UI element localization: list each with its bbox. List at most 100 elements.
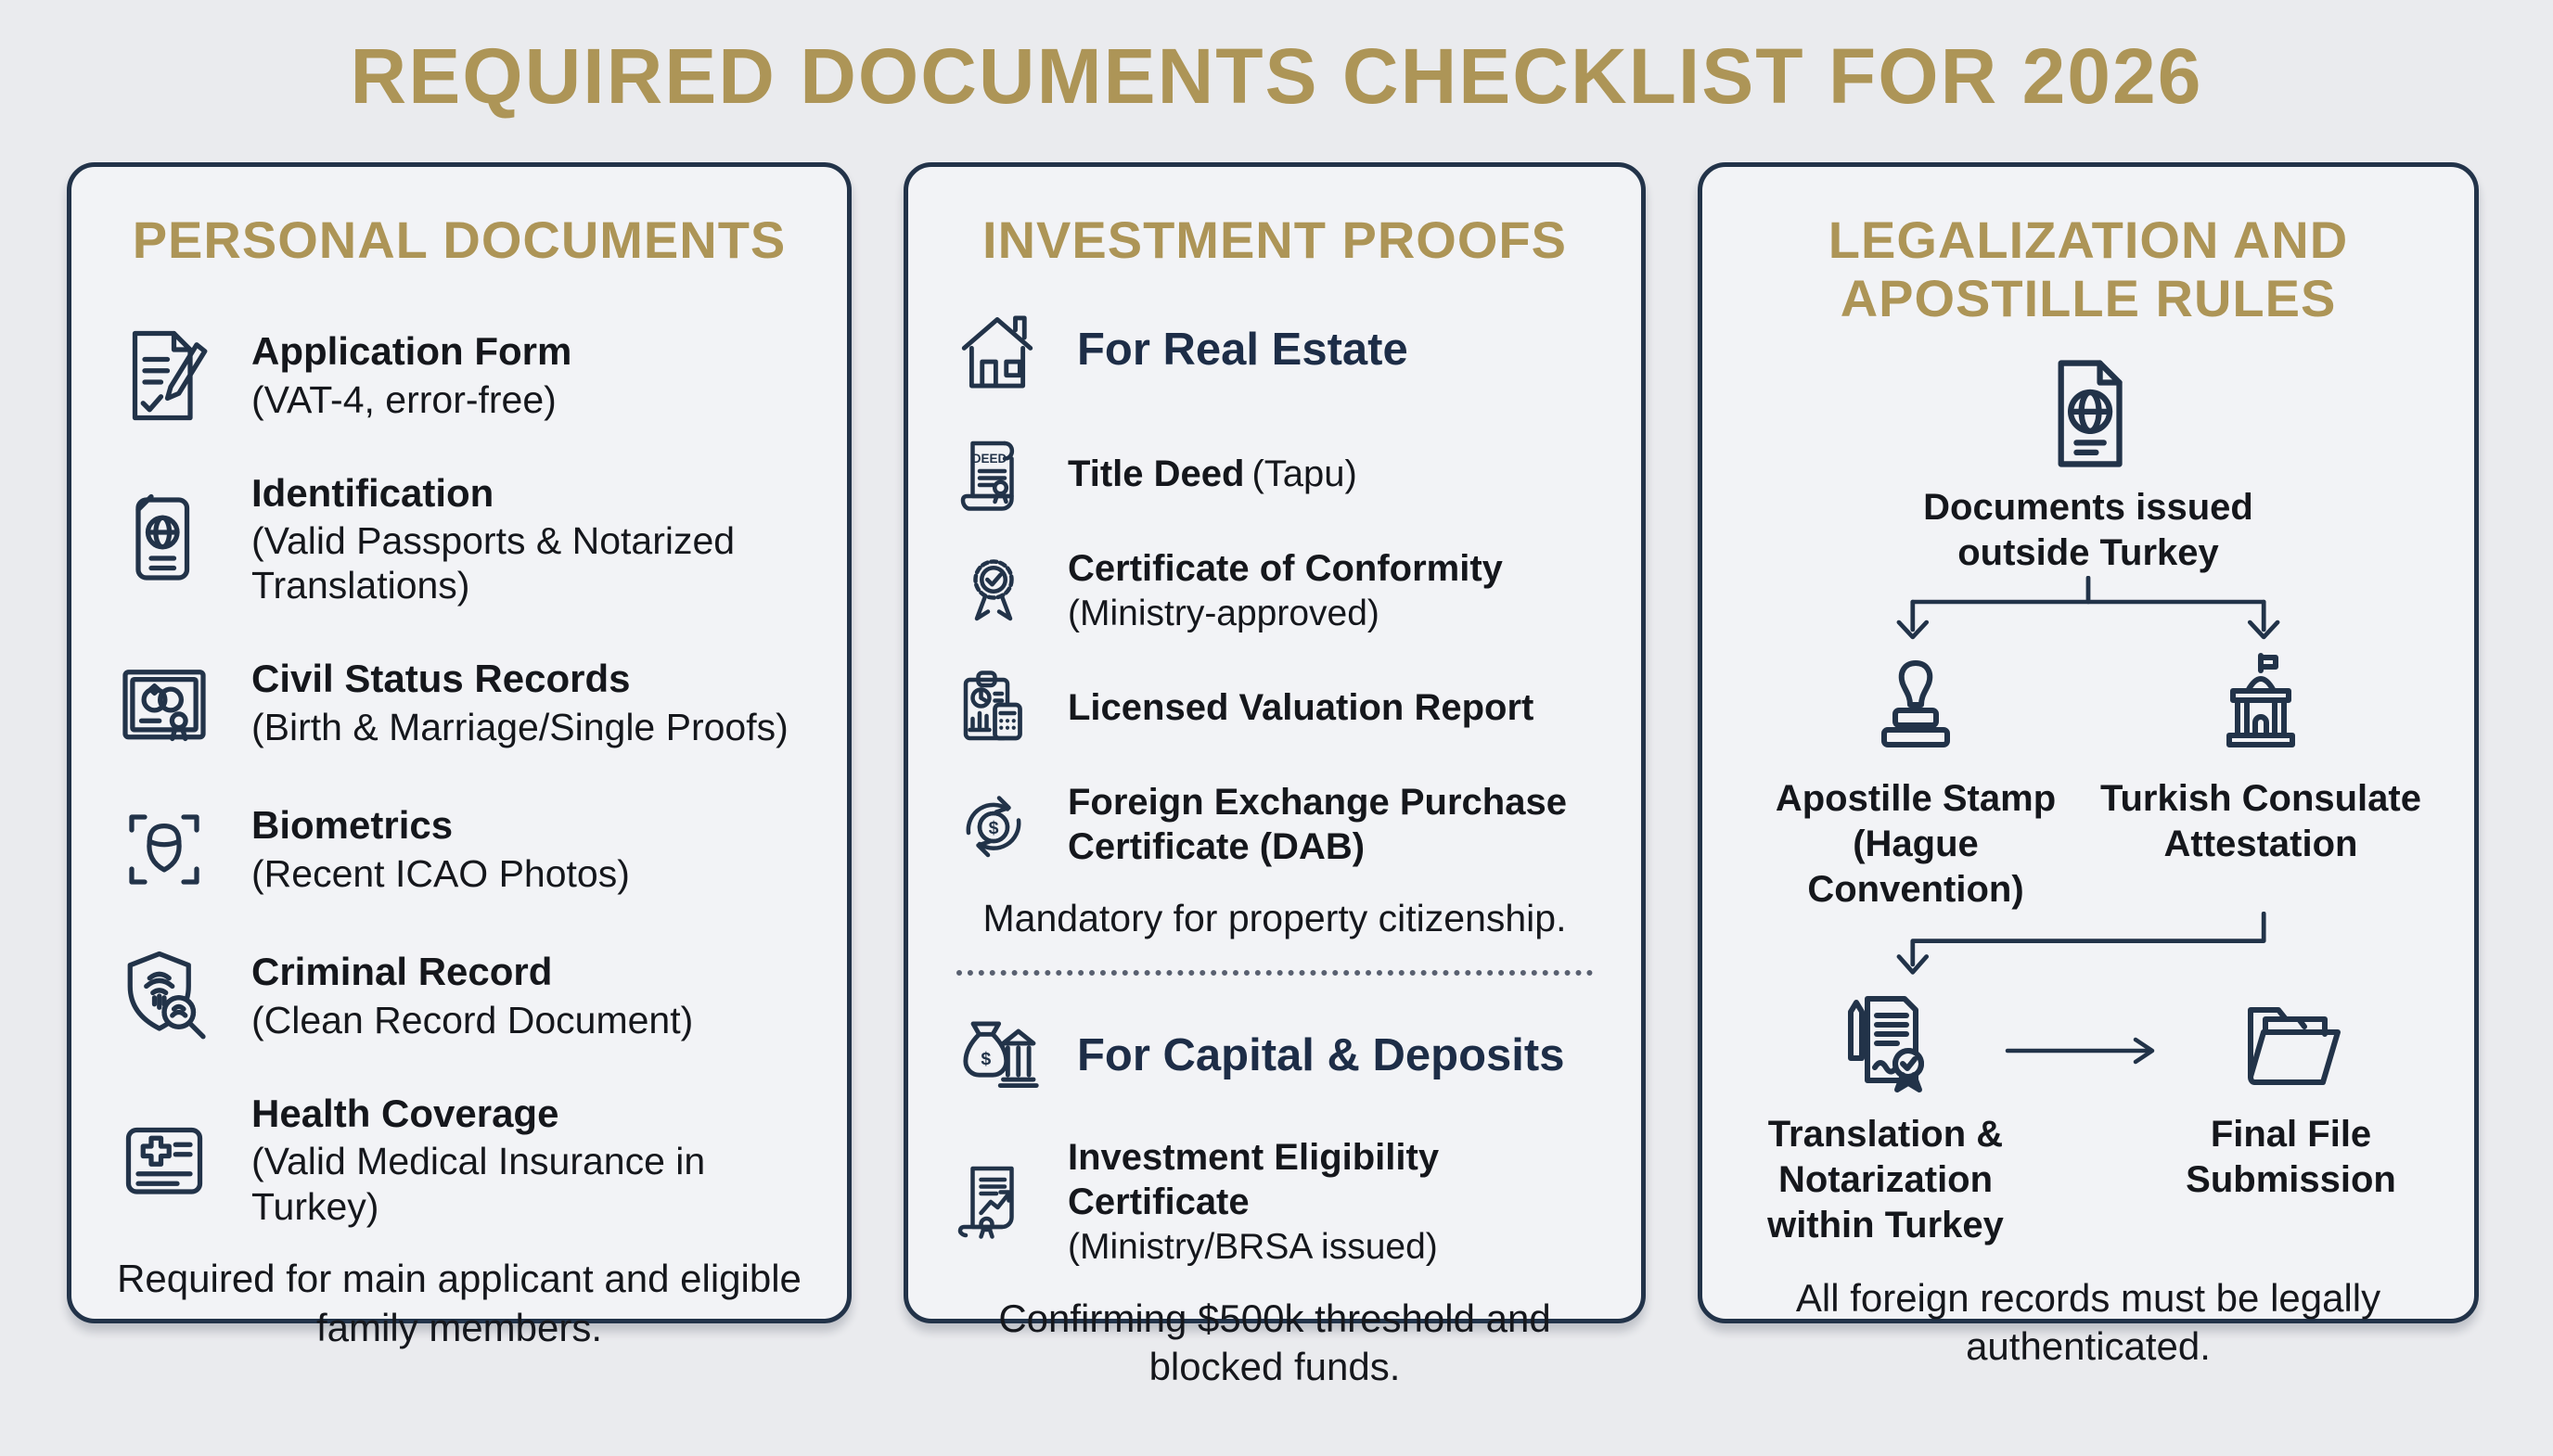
section-title: For Real Estate [1077,324,1408,375]
flow-final-row: Translation & Notarization within Turkey [1743,984,2433,1247]
item-title: Application Form [251,329,572,374]
item-text: Health Coverage (Valid Medical Insurance… [251,1091,806,1229]
panel-personal-documents: PERSONAL DOCUMENTS Application Form [67,162,852,1349]
apostille-stamp-icon [1856,648,1975,767]
consulate-icon [2201,648,2320,767]
page-title: REQUIRED DOCUMENTS CHECKLIST FOR 2026 [350,32,2203,120]
document-globe-icon [2026,351,2150,476]
flow-node-documents-outside: Documents issued outside Turkey [1912,351,2264,576]
panel-legalization-apostille: LEGALIZATION AND APOSTILLE RULES D [1698,162,2479,1368]
list-item-valuation: Licensed Valuation Report [949,663,1600,752]
item-subtitle: (Recent ICAO Photos) [251,851,630,895]
valuation-icon [949,663,1038,752]
flow-elbow-connector [1896,912,2266,976]
list-item-conformity: Certificate of Conformity (Ministry-appr… [949,546,1600,635]
flow-right-arrow [2005,1038,2155,1065]
passport-icon [112,487,216,591]
item-title: Health Coverage [251,1091,559,1135]
panel-heading-investment: INVESTMENT PROOFS [982,211,1567,269]
item-text: Certificate of Conformity (Ministry-appr… [1068,546,1503,635]
legalization-flowchart: Documents issued outside Turkey [1743,351,2433,1247]
item-title: Criminal Record [251,950,553,994]
panel-footer-note: Confirming $500k threshold and blocked f… [998,1296,1551,1389]
final-file-icon [2232,984,2351,1103]
item-text: Licensed Valuation Report [1068,685,1533,730]
section-header-capital: $ For Capital & Deposits [949,1007,1600,1104]
personal-items-list: Application Form (VAT-4, error-free) [112,324,806,1229]
item-title: Title Deed (Tapu) [1068,453,1357,494]
criminal-record-icon [112,944,216,1048]
flow-split-connector [1896,576,2280,640]
list-item-application-form: Application Form (VAT-4, error-free) [112,324,806,428]
list-item-identification: Identification (Valid Passports & Notari… [112,470,806,608]
flow-node-final-file: Final File Submission [2149,984,2433,1203]
flow-node-apostille-stamp: Apostille Stamp (Hague Convention) [1743,648,2088,912]
svg-text:$: $ [989,817,999,837]
item-subtitle: (Clean Record Document) [251,998,694,1041]
item-text: Civil Status Records (Birth & Marriage/S… [251,656,789,749]
flow-node-translation: Translation & Notarization within Turkey [1743,984,2028,1247]
item-subtitle: (Ministry/BRSA issued) [1068,1226,1438,1267]
panels-row: PERSONAL DOCUMENTS Application Form [0,162,2553,1388]
title-deed-icon: DEED [949,429,1038,518]
item-title: Foreign Exchange Purchase Certificate (D… [1068,781,1567,867]
item-text: Title Deed (Tapu) [1068,452,1357,496]
dotted-divider [956,969,1593,976]
capital-items-list: Investment Eligibility Certificate (Mini… [949,1135,1600,1269]
panel-footer-note: Required for main applicant and eligible… [117,1257,802,1349]
list-item-criminal-record: Criminal Record (Clean Record Document) [112,944,806,1048]
item-subtitle: (Ministry-approved) [1068,593,1379,633]
translation-notarization-icon [1827,984,1945,1103]
item-text: Application Form (VAT-4, error-free) [251,328,571,422]
section-header-real-estate: For Real Estate [949,301,1600,398]
real-estate-items-list: DEED Title Deed (Tapu) [949,429,1600,869]
eligibility-icon [949,1157,1038,1246]
flow-caption: Final File Submission [2186,1114,2396,1201]
item-subtitle: (Birth & Marriage/Single Proofs) [251,705,789,748]
list-item-fx-certificate: $ Foreign Exchange Purchase Certificate … [949,780,1600,869]
item-title: Civil Status Records [251,657,631,701]
svg-text:DEED: DEED [972,452,1007,466]
item-text: Criminal Record (Clean Record Document) [251,949,693,1042]
flow-branches-row: Apostille Stamp (Hague Convention) [1743,648,2433,912]
item-title: Certificate of Conformity [1068,547,1503,589]
fx-certificate-icon: $ [949,780,1038,869]
flow-caption: Apostille Stamp (Hague Convention) [1775,778,2057,910]
civil-status-icon [112,651,216,755]
item-title: Identification [251,470,494,515]
flow-caption: Documents issued outside Turkey [1923,487,2253,574]
list-item-title-deed: DEED Title Deed (Tapu) [949,429,1600,518]
item-text: Biometrics (Recent ICAO Photos) [251,802,630,896]
house-icon [949,301,1046,398]
item-subtitle: (Valid Medical Insurance in Turkey) [251,1140,706,1228]
documents-checklist-infographic: REQUIRED DOCUMENTS CHECKLIST FOR 2026 PE… [0,32,2553,1388]
panel-investment-proofs: INVESTMENT PROOFS For Real Estate [904,162,1646,1388]
panel-heading-personal: PERSONAL DOCUMENTS [132,211,787,269]
svg-text:$: $ [981,1048,991,1068]
money-bag-bank-icon: $ [949,1007,1046,1104]
item-title: Biometrics [251,803,454,848]
item-text: Foreign Exchange Purchase Certificate (D… [1068,780,1600,869]
item-title-suffix: (Tapu) [1251,453,1357,494]
real-estate-note: Mandatory for property citizenship. [982,896,1567,939]
flow-caption: Translation & Notarization within Turkey [1767,1114,2004,1246]
application-form-icon [112,324,216,428]
list-item-health-coverage: Health Coverage (Valid Medical Insurance… [112,1091,806,1229]
health-coverage-icon [112,1107,216,1211]
item-text: Identification (Valid Passports & Notari… [251,470,806,608]
panel-heading-legalization: LEGALIZATION AND APOSTILLE RULES [1828,211,2349,327]
panel-footer-note: All foreign records must be legally auth… [1795,1275,2381,1369]
biometrics-icon [112,798,216,901]
item-title: Investment Eligibility Certificate [1068,1136,1440,1222]
section-title: For Capital & Deposits [1077,1029,1565,1080]
list-item-biometrics: Biometrics (Recent ICAO Photos) [112,798,806,901]
item-subtitle: (Valid Passports & Notarized Translation… [251,519,736,607]
list-item-eligibility: Investment Eligibility Certificate (Mini… [949,1135,1600,1269]
flow-node-consulate: Turkish Consulate Attestation [2088,648,2433,912]
list-item-civil-status: Civil Status Records (Birth & Marriage/S… [112,651,806,755]
conformity-icon [949,546,1038,635]
item-subtitle: (VAT-4, error-free) [251,377,557,421]
item-text: Investment Eligibility Certificate (Mini… [1068,1135,1600,1269]
flow-caption: Turkish Consulate Attestation [2100,778,2421,864]
item-title: Licensed Valuation Report [1068,686,1534,728]
